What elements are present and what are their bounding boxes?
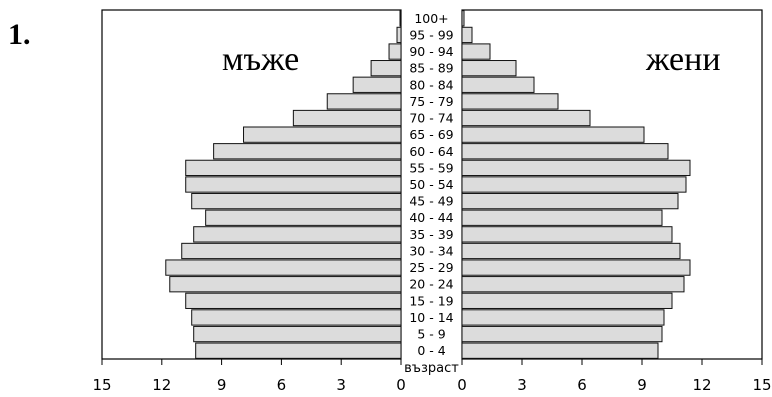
age-label-10-14: 10 - 14 bbox=[409, 310, 453, 325]
bar-male-95-99 bbox=[396, 26, 402, 44]
bar-male-85-89 bbox=[370, 60, 402, 77]
bar-female-65-69 bbox=[461, 126, 645, 143]
age-label-30-34: 30 - 34 bbox=[409, 243, 453, 258]
tick-label-left-12: 12 bbox=[152, 376, 171, 394]
age-label-75-79: 75 - 79 bbox=[409, 94, 453, 109]
age-label-80-84: 80 - 84 bbox=[409, 77, 453, 92]
bar-female-80-84 bbox=[461, 76, 535, 93]
bar-female-45-49 bbox=[461, 192, 679, 210]
age-label-70-74: 70 - 74 bbox=[409, 111, 453, 126]
age-label-5-9: 5 - 9 bbox=[417, 327, 445, 342]
bar-female-35-39 bbox=[461, 226, 673, 243]
series-label-female: жени bbox=[645, 41, 721, 78]
bar-female-50-54 bbox=[461, 176, 687, 193]
bar-female-75-79 bbox=[461, 93, 559, 110]
series-label-male: мъже bbox=[222, 41, 299, 78]
bar-female-100+ bbox=[461, 10, 465, 27]
bar-male-5-9 bbox=[193, 325, 402, 343]
tick-label-left-6: 6 bbox=[277, 376, 287, 394]
bar-male-35-39 bbox=[193, 226, 402, 243]
tick-label-right-9: 9 bbox=[637, 376, 647, 394]
age-label-60-64: 60 - 64 bbox=[409, 144, 453, 159]
age-label-45-49: 45 - 49 bbox=[409, 194, 453, 209]
age-label-50-54: 50 - 54 bbox=[409, 177, 453, 192]
age-label-35-39: 35 - 39 bbox=[409, 227, 453, 242]
tick-label-right-12: 12 bbox=[692, 376, 711, 394]
age-label-65-69: 65 - 69 bbox=[409, 127, 453, 142]
bar-male-100+ bbox=[399, 10, 402, 27]
tick-label-left-3: 3 bbox=[336, 376, 346, 394]
bar-male-65-69 bbox=[243, 126, 402, 143]
age-label-90-94: 90 - 94 bbox=[409, 44, 453, 59]
age-label-15-19: 15 - 19 bbox=[409, 293, 453, 308]
bar-female-85-89 bbox=[461, 60, 517, 77]
bar-male-40-44 bbox=[205, 209, 402, 226]
bar-male-80-84 bbox=[352, 76, 402, 93]
bar-female-10-14 bbox=[461, 309, 665, 326]
question-number: 1. bbox=[8, 18, 31, 51]
bar-female-60-64 bbox=[461, 143, 669, 160]
bar-male-0-4 bbox=[195, 342, 402, 359]
tick-label-right-6: 6 bbox=[577, 376, 587, 394]
age-label-100+: 100+ bbox=[414, 11, 448, 26]
bar-male-90-94 bbox=[388, 43, 402, 60]
tick-label-right-0: 0 bbox=[457, 376, 467, 394]
bar-male-50-54 bbox=[185, 176, 402, 193]
bar-male-20-24 bbox=[169, 276, 402, 293]
age-label-20-24: 20 - 24 bbox=[409, 277, 453, 292]
tick-label-left-0: 0 bbox=[396, 376, 406, 394]
tick-label-left-15: 15 bbox=[92, 376, 111, 394]
bar-male-60-64 bbox=[213, 143, 402, 160]
bar-female-40-44 bbox=[461, 209, 663, 226]
age-label-0-4: 0 - 4 bbox=[417, 343, 445, 358]
tick-label-left-9: 9 bbox=[217, 376, 227, 394]
bar-female-70-74 bbox=[461, 109, 591, 127]
bar-female-5-9 bbox=[461, 325, 663, 343]
bar-female-95-99 bbox=[461, 26, 473, 44]
bar-female-90-94 bbox=[461, 43, 491, 60]
tick-label-right-3: 3 bbox=[517, 376, 527, 394]
bar-male-25-29 bbox=[165, 259, 402, 276]
bar-male-55-59 bbox=[185, 159, 402, 177]
bar-male-45-49 bbox=[191, 192, 402, 210]
age-label-85-89: 85 - 89 bbox=[409, 61, 453, 76]
bar-male-10-14 bbox=[191, 309, 402, 326]
bar-female-0-4 bbox=[461, 342, 659, 359]
age-label-95-99: 95 - 99 bbox=[409, 27, 453, 42]
bar-female-55-59 bbox=[461, 159, 691, 177]
bar-female-15-19 bbox=[461, 292, 673, 309]
age-label-40-44: 40 - 44 bbox=[409, 210, 453, 225]
axis-label-age: възраст bbox=[404, 361, 459, 376]
bar-female-20-24 bbox=[461, 276, 685, 293]
bar-female-30-34 bbox=[461, 242, 681, 260]
bar-female-25-29 bbox=[461, 259, 691, 276]
tick-label-right-15: 15 bbox=[752, 376, 771, 394]
bar-male-15-19 bbox=[185, 292, 402, 309]
bar-male-70-74 bbox=[292, 109, 402, 127]
age-label-25-29: 25 - 29 bbox=[409, 260, 453, 275]
age-label-55-59: 55 - 59 bbox=[409, 160, 453, 175]
bar-male-30-34 bbox=[181, 242, 402, 260]
bar-male-75-79 bbox=[326, 93, 402, 110]
